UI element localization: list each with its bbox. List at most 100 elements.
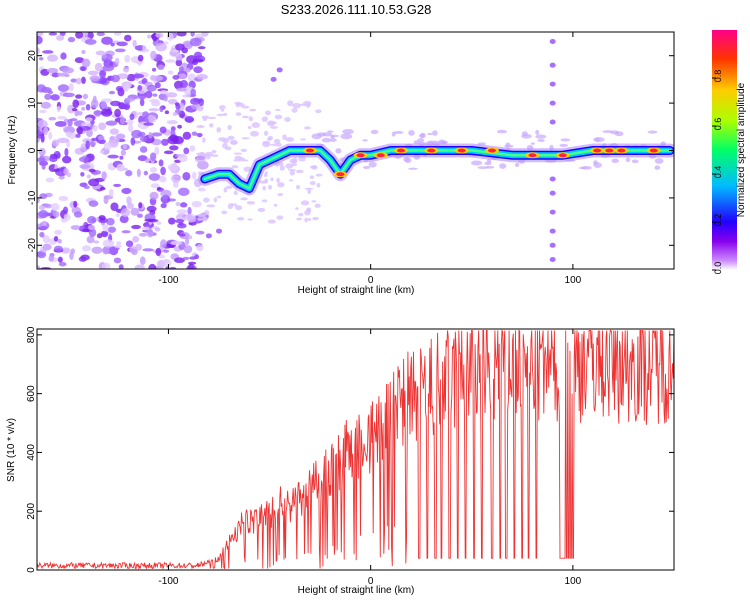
noise-blob — [139, 146, 148, 153]
noise-blob — [234, 155, 242, 160]
noise-blob — [182, 131, 192, 140]
noise-blob — [295, 169, 304, 174]
noise-blob — [154, 146, 160, 156]
noise-blob — [292, 102, 301, 109]
colorbar-ticks: 0.0 0.2 0.4 0.6 0.8 — [712, 70, 723, 274]
noise-blob — [76, 110, 83, 116]
trace-hotspot-core — [457, 148, 466, 153]
noise-blob — [142, 45, 147, 52]
noise-blob — [499, 163, 507, 169]
noise-blob — [222, 138, 230, 144]
noise-blob — [163, 97, 168, 102]
noise-blob — [58, 195, 69, 202]
noise-blob — [149, 191, 159, 200]
noise-blob — [205, 153, 211, 160]
noise-blob — [116, 41, 128, 47]
noise-blob — [101, 108, 113, 117]
noise-blob — [87, 215, 97, 224]
noise-blob — [179, 80, 189, 89]
noise-blob — [65, 131, 73, 137]
noise-blob — [148, 263, 157, 269]
noise-blob — [233, 203, 238, 207]
noise-blob — [191, 200, 202, 208]
colorbar-label: Normalized spectral amplitude — [736, 82, 747, 217]
noise-blob — [136, 213, 143, 218]
noise-blob — [94, 62, 103, 72]
noise-blob — [102, 224, 109, 232]
noise-blob — [67, 118, 73, 127]
noise-blob — [58, 175, 65, 180]
noise-blob — [270, 177, 274, 182]
noise-blob — [53, 235, 59, 242]
noise-blob — [631, 159, 639, 164]
noise-blob — [101, 230, 109, 238]
noise-blob — [172, 181, 179, 188]
trace-hotspot-core — [593, 148, 602, 153]
snr-ylabel: SNR (10 * v/v) — [6, 418, 17, 482]
noise-blob — [115, 85, 124, 92]
noise-blob — [158, 254, 166, 259]
noise-blob — [90, 99, 99, 109]
noise-blob — [257, 207, 266, 212]
snr-series-line — [37, 329, 674, 570]
noise-blob — [54, 120, 67, 127]
noise-blob — [137, 85, 143, 91]
noise-blob — [93, 240, 100, 244]
noise-blob — [91, 246, 103, 254]
noise-blob — [80, 66, 86, 71]
noise-blob — [120, 208, 131, 217]
noise-blob — [129, 113, 135, 121]
noise-blob — [44, 203, 53, 209]
noise-blob — [189, 37, 202, 47]
noise-blob — [196, 152, 204, 156]
noise-blob — [432, 130, 438, 136]
noise-blob — [182, 171, 191, 181]
noise-blob — [102, 262, 111, 269]
noise-blob — [203, 197, 210, 203]
noise-blob — [122, 83, 130, 92]
noise-blob — [102, 246, 110, 255]
noise-blob — [125, 240, 134, 248]
noise-blob — [101, 54, 108, 59]
noise-blob — [197, 217, 203, 221]
noise-blob — [66, 172, 71, 178]
noise-blob — [43, 126, 49, 136]
noise-blob — [155, 247, 162, 257]
noise-blob — [81, 228, 90, 233]
trace-hotspot-core — [397, 148, 405, 153]
noise-blob — [559, 143, 569, 147]
noise-blob — [150, 50, 157, 60]
noise-blob — [115, 213, 120, 218]
noise-blob — [225, 185, 233, 190]
noise-blob — [81, 122, 92, 127]
noise-blob — [327, 130, 334, 133]
noise-blob — [654, 165, 661, 170]
noise-blob — [88, 168, 96, 173]
noise-blob — [535, 134, 547, 139]
noise-blob — [46, 67, 59, 73]
noise-blob — [227, 203, 234, 210]
noise-blob — [211, 154, 219, 157]
trace-hotspot-core — [427, 148, 436, 153]
noise-blob — [417, 138, 425, 143]
noise-blob — [49, 156, 58, 163]
outlier-blob — [549, 190, 556, 196]
noise-blob — [408, 167, 418, 170]
noise-blob — [60, 52, 67, 60]
noise-blob — [147, 34, 152, 39]
noise-blob — [98, 122, 107, 131]
noise-blob — [88, 178, 100, 187]
noise-blob — [306, 103, 310, 108]
noise-blob — [185, 67, 191, 73]
noise-blob — [110, 202, 119, 212]
noise-blob — [57, 238, 62, 244]
noise-blob — [277, 182, 285, 188]
spectrogram-ytick-label: 10 — [27, 97, 38, 109]
noise-blob — [298, 212, 304, 217]
noise-blob — [242, 115, 249, 119]
noise-blob — [198, 98, 204, 107]
noise-blob — [96, 32, 105, 37]
noise-blob — [223, 187, 228, 193]
noise-blob — [123, 66, 130, 73]
